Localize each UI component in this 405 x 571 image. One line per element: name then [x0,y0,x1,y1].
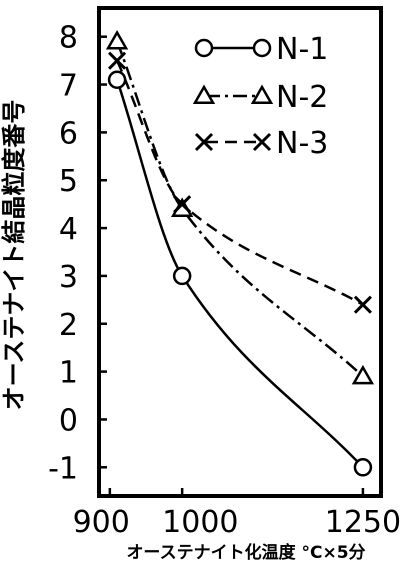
y-tick-label: 1 [59,356,78,391]
y-axis-title: オーステナイト結晶粒度番号 [0,100,28,411]
y-tick-label: 4 [59,212,78,247]
y-tick-label: 7 [59,69,78,104]
data-point-N-1 [353,458,373,477]
legend-marker [192,84,216,104]
series-line-N-2 [115,41,364,378]
y-tick-label: 6 [59,116,78,151]
x-tick-label: 1000 [162,505,238,540]
data-point-N-2 [351,364,375,385]
legend-marker [250,84,274,104]
legend-marker [194,132,214,152]
y-tick-label: 3 [59,260,78,295]
x-axis-ticks: 900 1000 1250 [73,488,401,540]
data-point-N-3 [108,51,127,70]
y-tick-label: 0 [59,403,78,438]
x-tick-label: 1250 [325,505,401,540]
x-tick-label: 900 [73,505,130,540]
y-tick-label: 5 [59,164,78,199]
data-point-N-3 [353,295,372,314]
y-tick-label: 2 [59,308,78,343]
data-point-N-1 [107,70,127,90]
plot-frame [97,6,383,498]
x-axis-title: オーステナイト化温度 °C×5分 [126,542,365,563]
markers [105,29,375,477]
y-tick-label: 8 [59,21,78,56]
data-point-N-3 [173,195,192,214]
y-axis-ticks: -1 0 1 2 3 4 5 6 7 8 [48,21,107,486]
legend: N-1 N-2 N-3 [192,32,328,161]
legend-marker [252,38,272,58]
data-point-N-1 [172,266,192,286]
legend-label: N-1 [276,32,328,67]
legend-label: N-2 [276,80,328,115]
legend-marker [252,132,272,152]
legend-label: N-3 [276,126,328,161]
y-tick-label: -1 [48,451,78,486]
legend-marker [194,38,214,58]
data-point-N-2 [105,29,129,50]
